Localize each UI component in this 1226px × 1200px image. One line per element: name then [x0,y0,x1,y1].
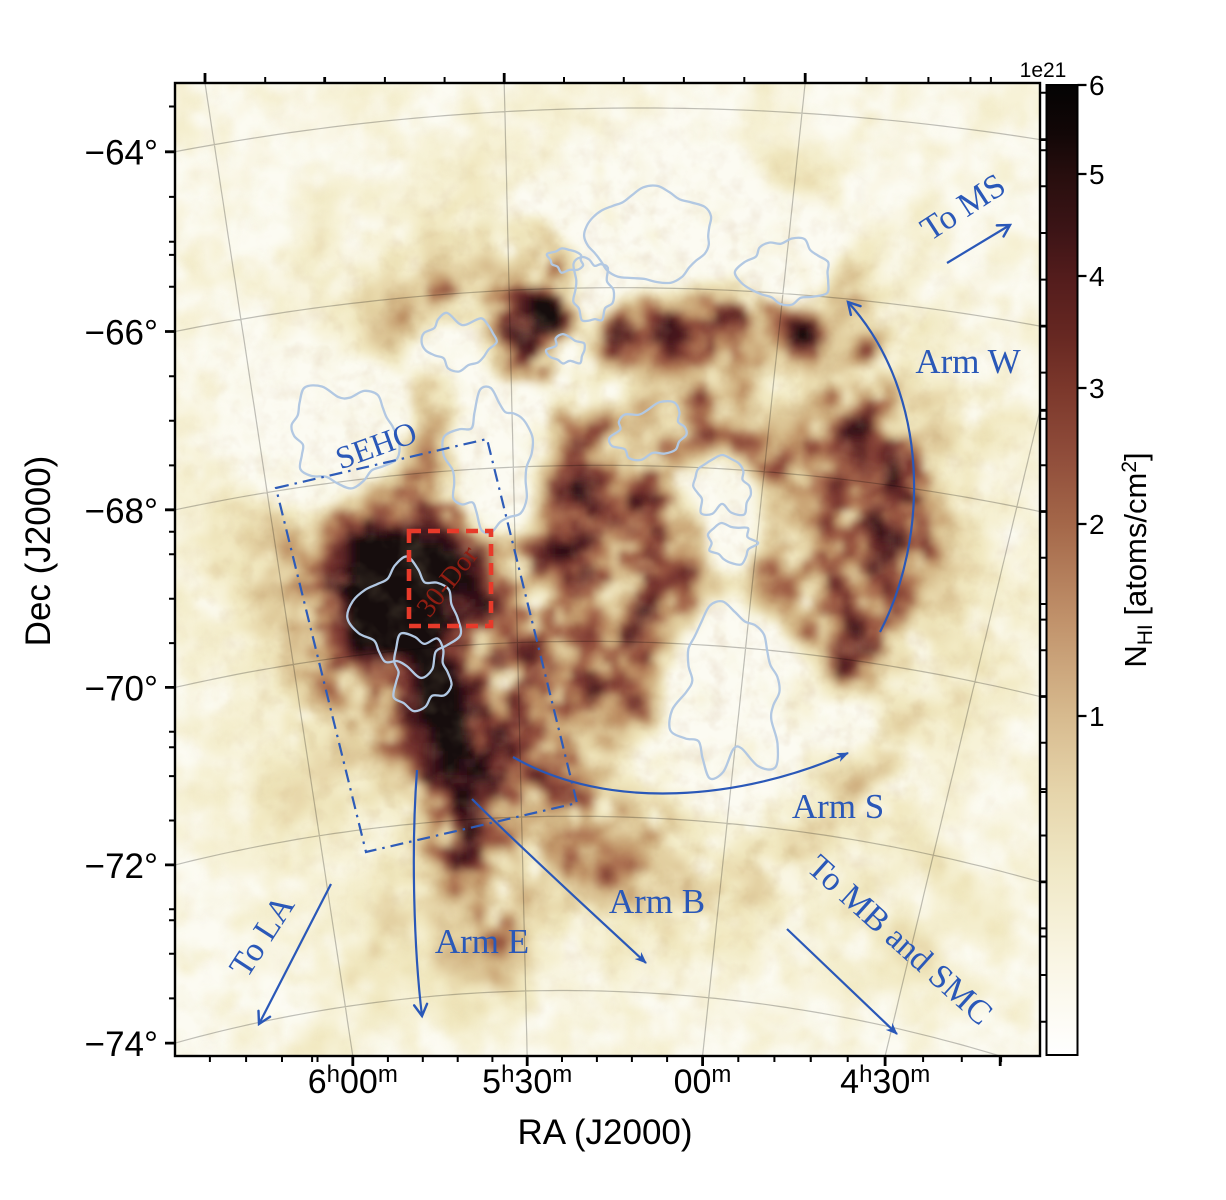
svg-text:NHI [atoms/cm2]: NHI [atoms/cm2] [1118,452,1157,667]
svg-text:4h30m: 4h30m [840,1061,930,1101]
svg-text:−68°: −68° [85,492,158,531]
svg-text:1: 1 [1089,701,1105,732]
svg-text:−74°: −74° [85,1025,158,1064]
svg-text:1e21: 1e21 [1020,59,1067,82]
svg-text:−72°: −72° [85,847,158,886]
svg-text:−64°: −64° [85,134,158,173]
svg-text:6: 6 [1089,70,1105,101]
svg-text:Dec (J2000): Dec (J2000) [19,456,58,647]
svg-text:5: 5 [1089,159,1105,190]
svg-text:−66°: −66° [85,314,158,353]
svg-text:2: 2 [1089,509,1105,540]
svg-text:−70°: −70° [85,669,158,708]
svg-text:4: 4 [1089,261,1105,292]
svg-text:5h30m: 5h30m [482,1061,572,1101]
svg-text:3: 3 [1089,373,1105,404]
svg-text:Arm S: Arm S [792,787,884,826]
svg-text:6h00m: 6h00m [308,1061,398,1101]
svg-text:Arm B: Arm B [609,882,705,921]
svg-text:Arm E: Arm E [435,922,529,961]
svg-text:Arm W: Arm W [915,342,1020,381]
svg-text:00m: 00m [674,1061,732,1101]
svg-text:RA (J2000): RA (J2000) [517,1113,692,1152]
